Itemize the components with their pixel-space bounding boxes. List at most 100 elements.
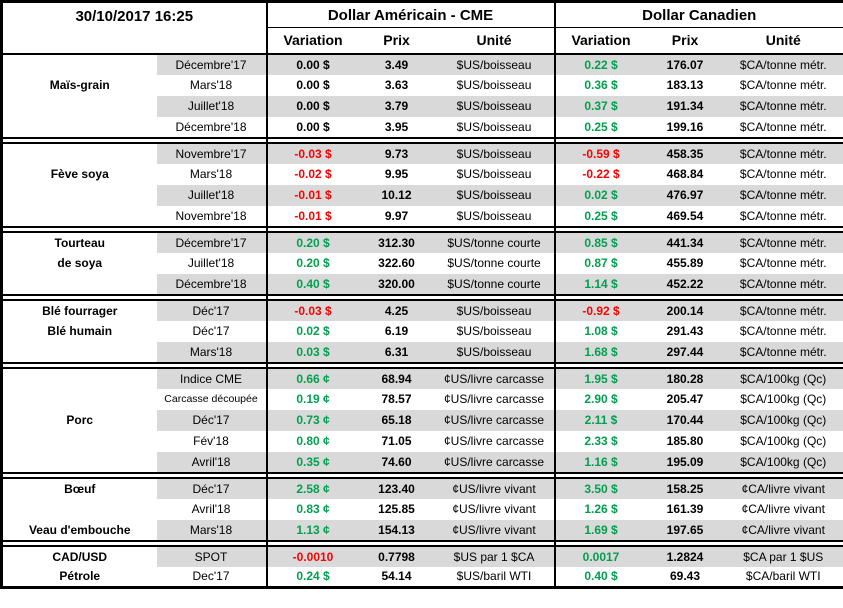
contract-month-cell: Indice CME bbox=[156, 367, 267, 389]
ca-variation-cell: 0.0017 bbox=[553, 545, 647, 567]
us-unit-cell: $US/boisseau bbox=[434, 341, 555, 363]
ca-variation-cell: -0.22 $ bbox=[553, 163, 647, 185]
ca-prix-column-header: Prix bbox=[646, 27, 724, 55]
separator-cell bbox=[553, 539, 843, 547]
ca-price-cell: 185.80 bbox=[666, 434, 704, 448]
us-unit-cell: $US/boisseau bbox=[434, 299, 555, 321]
ca-price-cell: 197.65 bbox=[646, 519, 724, 541]
us-variation-cell: 0.02 $ bbox=[265, 320, 359, 342]
ca-price-cell: 69.43 bbox=[670, 569, 701, 584]
us-variation-cell: 0.66 ¢ bbox=[265, 367, 359, 389]
ca-price-cell: 297.44 bbox=[646, 341, 724, 363]
ca-variation-cell: 1.26 $ bbox=[553, 498, 647, 520]
contract-month-cell: Novembre'17 bbox=[156, 142, 267, 164]
us-price-cell: 78.57 bbox=[381, 392, 412, 406]
ca-unit-cell: $CA/tonne métr. bbox=[723, 341, 843, 363]
commodity-label-cell bbox=[1, 388, 157, 410]
us-unit-cell: $US/boisseau bbox=[434, 142, 555, 164]
group-separator-row bbox=[1, 361, 843, 369]
separator-cell bbox=[553, 136, 843, 144]
separator-cell bbox=[1, 225, 267, 233]
ca-unit-cell: $CA/tonne métr. bbox=[739, 256, 827, 270]
separator-cell bbox=[265, 293, 555, 301]
header-row-sections: 30/10/2017 16:25 Dollar Américain - CME … bbox=[1, 1, 843, 55]
contract-month-cell: Juillet'18 bbox=[187, 256, 235, 270]
contract-month-cell: Décembre'18 bbox=[175, 119, 247, 134]
us-variation-cell: -0.01 $ bbox=[265, 184, 359, 206]
commodity-label-cell bbox=[1, 341, 157, 363]
us-unite-column-header: Unité bbox=[434, 27, 555, 55]
us-price-cell: 4.25 bbox=[358, 299, 435, 321]
ca-price-cell: 158.25 bbox=[646, 477, 724, 499]
contract-month-cell: Mars'18 bbox=[189, 78, 233, 92]
ca-variation-cell: 0.87 $ bbox=[553, 252, 647, 274]
contract-month-cell: Mars'18 bbox=[156, 341, 267, 363]
ca-variation-cell: 0.40 $ bbox=[553, 566, 647, 588]
commodity-label-cell: Fève soya bbox=[1, 163, 157, 185]
commodity-row: Maïs-grain Mars'18 0.00 $ 3.63 $US/boisseau 0… bbox=[1, 74, 843, 96]
ca-unit-cell: $CA/tonne métr. bbox=[723, 53, 843, 75]
commodity-label-cell: Maïs-grain bbox=[1, 74, 157, 96]
commodity-row: Avril'18 0.83 ¢ 125.85 ¢US/livre vivant 1.26… bbox=[1, 498, 843, 520]
us-price-cell: 9.73 bbox=[358, 142, 435, 164]
contract-month-cell: Juillet'18 bbox=[156, 184, 267, 206]
contract-month-cell: Avril'18 bbox=[156, 451, 267, 473]
commodity-row: Indice CME 0.66 ¢ 68.94 ¢US/livre carcasse 1… bbox=[1, 367, 843, 389]
us-unit-cell: $US/boisseau bbox=[456, 208, 532, 223]
us-price-cell: 6.19 bbox=[384, 324, 409, 338]
us-price-cell: 3.49 bbox=[358, 53, 435, 75]
ca-unit-cell: $CA/tonne métr. bbox=[723, 184, 843, 206]
ca-variation-cell: 0.85 $ bbox=[553, 231, 647, 253]
us-price-cell: 9.97 bbox=[384, 208, 409, 223]
us-price-cell: 54.14 bbox=[381, 569, 412, 584]
ca-variation-cell: -0.59 $ bbox=[553, 142, 647, 164]
separator-cell bbox=[265, 225, 555, 233]
separator-cell bbox=[1, 361, 267, 369]
contract-month-cell: Fév'18 bbox=[193, 434, 229, 448]
ca-variation-cell: 1.69 $ bbox=[553, 519, 647, 541]
commodity-row: Blé fourrager Déc'17 -0.03 $4.25 $US/boisse… bbox=[1, 299, 843, 321]
commodity-label-cell: de soya bbox=[1, 252, 157, 274]
commodity-label-cell: Blé fourrager bbox=[1, 299, 157, 321]
ca-variation-cell: 1.14 $ bbox=[553, 273, 647, 295]
ca-price-cell: 291.43 bbox=[666, 324, 704, 338]
commodity-label-cell: Bœuf bbox=[1, 477, 157, 499]
us-unit-cell: ¢US/livre vivant bbox=[434, 477, 555, 499]
us-variation-cell: -0.02 $ bbox=[265, 163, 359, 185]
group-separator-row bbox=[1, 225, 843, 233]
ca-price-cell: 199.16 bbox=[666, 119, 704, 134]
us-variation-cell: 0.00 $ bbox=[265, 116, 359, 138]
us-unit-cell: $US/boisseau bbox=[456, 119, 532, 134]
us-price-cell: 65.18 bbox=[358, 409, 435, 431]
ca-variation-cell: 0.37 $ bbox=[553, 95, 647, 117]
us-variation-cell: -0.0010 bbox=[265, 545, 359, 567]
commodity-label-cell bbox=[1, 498, 157, 520]
ca-unit-cell: $CA/tonne métr. bbox=[739, 208, 827, 223]
commodity-row: Décembre'17 0.00 $3.49 $US/boisseau 0.22 $1… bbox=[1, 53, 843, 75]
separator-cell bbox=[265, 471, 555, 479]
contract-month-cell: Décembre'17 bbox=[156, 53, 267, 75]
us-variation-cell: 0.00 $ bbox=[265, 95, 359, 117]
commodity-row: de soya Juillet'18 0.20 $ 322.60 $US/tonne c… bbox=[1, 252, 843, 274]
us-unit-cell: ¢US/livre vivant bbox=[452, 502, 536, 516]
ca-unit-cell: $CA/100kg (Qc) bbox=[723, 451, 843, 473]
separator-cell bbox=[553, 361, 843, 369]
ca-price-cell: 195.09 bbox=[646, 451, 724, 473]
ca-price-cell: 455.89 bbox=[666, 256, 704, 270]
ca-unit-cell: $CA/tonne métr. bbox=[723, 142, 843, 164]
separator-cell bbox=[265, 539, 555, 547]
report-timestamp: 30/10/2017 16:25 bbox=[1, 1, 267, 55]
separator-cell bbox=[553, 293, 843, 301]
commodity-row: Porc Déc'17 0.73 ¢ 65.18 ¢US/livre carcasse 2… bbox=[1, 409, 843, 431]
commodity-row: Mars'18 0.03 $6.31 $US/boisseau 1.68 $297.4… bbox=[1, 341, 843, 363]
ca-variation-cell: 0.25 $ bbox=[553, 205, 647, 227]
table-body: Décembre'17 0.00 $3.49 $US/boisseau 0.22 $1… bbox=[1, 53, 843, 588]
commodity-label-cell bbox=[1, 95, 157, 117]
ca-price-cell: 468.84 bbox=[666, 167, 704, 181]
us-price-cell: 71.05 bbox=[381, 434, 412, 448]
separator-cell bbox=[553, 225, 843, 233]
commodity-row: Pétrole Dec'17 0.24 $ 54.14 $US/baril WTI 0.4… bbox=[1, 566, 843, 588]
ca-price-cell: 183.13 bbox=[666, 78, 704, 92]
ca-variation-cell: 3.50 $ bbox=[553, 477, 647, 499]
commodity-label-cell bbox=[1, 53, 157, 75]
